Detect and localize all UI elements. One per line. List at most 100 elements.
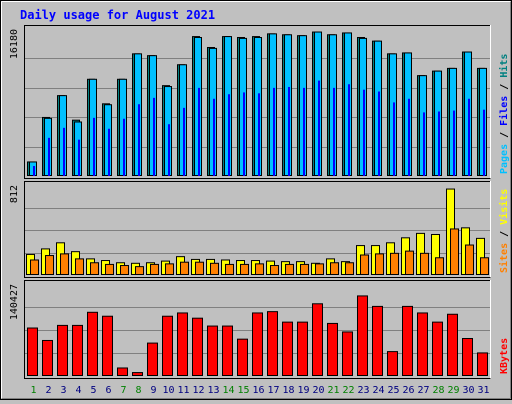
bar-kbytes-day-5	[87, 311, 98, 377]
bar-kbytes-day-20	[312, 303, 323, 376]
x-label-day-19: 19	[297, 385, 309, 396]
bar-kbytes-day-10	[162, 315, 173, 376]
bar-files-day-2	[48, 137, 50, 176]
bar-files-day-20	[318, 80, 320, 176]
x-label-day-17: 17	[267, 385, 279, 396]
y-max-label: 140427	[9, 284, 20, 320]
bar-kbytes-day-8	[132, 372, 143, 376]
bar-kbytes-day-4	[72, 324, 83, 376]
bar-kbytes-day-2	[42, 339, 53, 376]
bar-files-day-16	[258, 93, 260, 176]
y-max-label: 812	[9, 185, 20, 203]
bar-files-day-22	[348, 84, 350, 176]
bar-sites-day-9	[150, 263, 159, 276]
bar-sites-day-10	[165, 263, 174, 275]
bar-sites-day-13	[210, 262, 219, 276]
bar-kbytes-day-31	[477, 352, 488, 377]
bar-files-day-7	[123, 118, 125, 176]
bar-kbytes-day-1	[27, 327, 38, 376]
bar-files-day-21	[333, 87, 335, 176]
legend-entry: /	[499, 126, 510, 144]
bar-sites-day-21	[330, 262, 339, 275]
bar-sites-day-15	[240, 263, 249, 276]
bar-files-day-25	[393, 102, 395, 176]
bar-sites-day-22	[345, 262, 354, 275]
bar-files-day-12	[198, 87, 200, 176]
legend-entry: Visits	[498, 189, 510, 225]
x-label-day-18: 18	[282, 385, 294, 396]
bar-sites-day-5	[90, 262, 99, 275]
bar-sites-day-20	[315, 263, 324, 275]
chart-panels: 16180 Pages / Files / Hits 812 Sites / Visi…	[9, 25, 510, 379]
bar-files-day-11	[183, 107, 185, 176]
x-label-day-2: 2	[45, 385, 51, 396]
x-label-day-28: 28	[432, 385, 444, 396]
x-label-day-14: 14	[222, 385, 234, 396]
bar-sites-day-29	[450, 228, 459, 275]
bar-sites-day-19	[300, 263, 309, 276]
x-label-day-15: 15	[237, 385, 249, 396]
bar-files-day-4	[78, 139, 80, 176]
legend-kbytes: KBytes	[499, 338, 510, 374]
bar-sites-day-6	[105, 263, 114, 276]
x-label-day-8: 8	[135, 385, 141, 396]
bar-kbytes-day-25	[387, 351, 398, 376]
bar-files-day-23	[363, 89, 365, 176]
x-axis-day-labels: 1 2 3 4 5 6 7 8 9 10 11 12 13 14 15 16 17 18 19 20 21 22 23 24 2…	[30, 385, 489, 396]
y-max-label: 16180	[9, 29, 20, 59]
bar-files-day-6	[108, 128, 110, 176]
legend-entry: KBytes	[499, 338, 510, 374]
bar-sites-day-4	[75, 258, 84, 276]
bar-files-day-26	[408, 98, 410, 176]
x-label-day-20: 20	[312, 385, 324, 396]
bar-sites-day-18	[285, 263, 294, 276]
bar-kbytes-day-14	[222, 325, 233, 377]
x-label-day-9: 9	[150, 385, 156, 396]
bar-files-day-1	[33, 166, 35, 176]
bar-sites-day-12	[195, 261, 204, 275]
bar-files-day-10	[168, 124, 170, 176]
bar-sites-day-16	[255, 263, 264, 275]
bar-sites-day-3	[60, 253, 69, 276]
x-label-day-3: 3	[60, 385, 66, 396]
bar-files-day-28	[438, 111, 440, 176]
bar-sites-day-30	[465, 244, 474, 275]
legend-visits-sites: Sites / Visits	[498, 189, 510, 273]
bar-files-day-30	[468, 98, 470, 176]
x-label-day-21: 21	[327, 385, 339, 396]
x-label-day-29: 29	[447, 385, 459, 396]
x-label-day-22: 22	[342, 385, 354, 396]
panel-visits-sites: 812 Sites / Visits	[9, 181, 510, 278]
bar-files-day-9	[153, 97, 155, 176]
bar-files-day-24	[378, 91, 380, 176]
x-label-day-23: 23	[357, 385, 369, 396]
legend-entry: Hits	[498, 54, 510, 78]
bar-kbytes-day-9	[147, 342, 158, 376]
x-label-day-5: 5	[90, 385, 96, 396]
bar-kbytes-day-18	[282, 321, 293, 376]
legend-hits-files-pages: Pages / Files / Hits	[498, 54, 510, 174]
legend-entry: /	[499, 225, 510, 243]
bar-kbytes-day-27	[417, 312, 428, 376]
bar-files-day-17	[273, 87, 275, 176]
bar-sites-day-25	[390, 252, 399, 276]
bar-kbytes-day-24	[372, 305, 383, 376]
bar-kbytes-day-16	[252, 312, 263, 376]
bar-sites-day-26	[405, 250, 414, 276]
x-label-day-30: 30	[462, 385, 474, 396]
bar-files-day-8	[138, 104, 140, 176]
chart-title: Daily usage for August 2021	[20, 8, 215, 22]
bar-sites-day-23	[360, 254, 369, 275]
bar-kbytes-day-21	[327, 322, 338, 377]
bar-kbytes-day-12	[192, 317, 203, 377]
x-label-day-7: 7	[120, 385, 126, 396]
legend-entry: Sites	[498, 243, 510, 273]
bar-kbytes-day-11	[177, 312, 188, 376]
bar-kbytes-day-30	[462, 338, 473, 377]
bar-files-day-18	[288, 86, 290, 176]
bar-files-day-14	[228, 94, 230, 176]
x-label-day-12: 12	[192, 385, 204, 396]
bar-sites-day-28	[435, 257, 444, 276]
